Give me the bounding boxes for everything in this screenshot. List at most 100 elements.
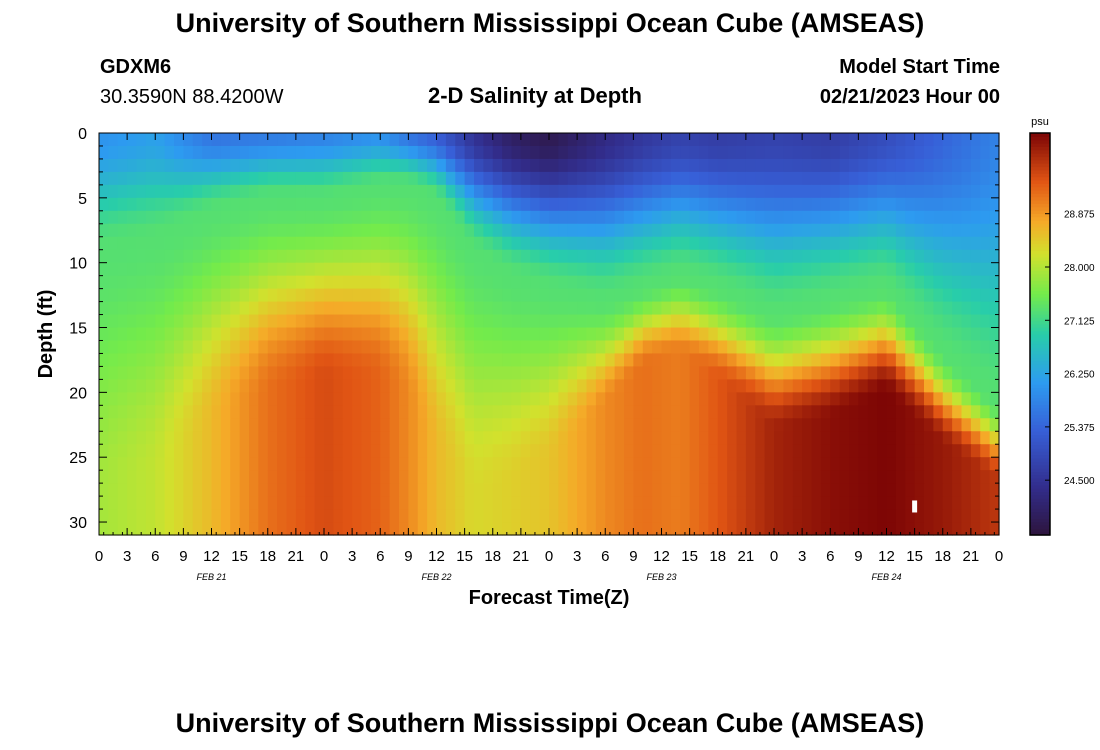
heatmap-cell (117, 457, 128, 471)
heatmap-cell (492, 366, 503, 380)
heatmap-cell (942, 223, 953, 238)
heatmap-cell (558, 483, 569, 497)
heatmap-cell (980, 496, 991, 510)
heatmap-cell (314, 288, 325, 303)
heatmap-cell (783, 133, 794, 147)
heatmap-cell (277, 418, 288, 432)
heatmap-cell (980, 301, 991, 316)
heatmap-cell (549, 522, 559, 536)
heatmap-cell (436, 184, 447, 199)
heatmap-cell (961, 171, 972, 186)
heatmap-cell (764, 145, 775, 160)
heatmap-cell (492, 418, 503, 432)
heatmap-cell (258, 522, 269, 536)
heatmap-cell (886, 184, 897, 199)
heatmap-cell (577, 275, 588, 290)
heatmap-cell (586, 483, 597, 497)
heatmap-cell (230, 522, 241, 536)
heatmap-cell (820, 184, 831, 199)
heatmap-cell (783, 444, 794, 458)
heatmap-cell (895, 470, 906, 484)
heatmap-cell (220, 457, 231, 471)
heatmap-cell (267, 223, 278, 238)
heatmap-cell (595, 509, 606, 523)
heatmap-cell (933, 210, 944, 225)
heatmap-cell (99, 457, 109, 471)
heatmap-cell (333, 158, 344, 173)
heatmap-cell (755, 158, 766, 173)
heatmap-cell (586, 184, 597, 199)
heatmap-cell (830, 145, 841, 160)
y-tick-label: 15 (69, 321, 87, 338)
heatmap-cell (277, 327, 288, 342)
heatmap-cell (539, 301, 550, 316)
heatmap-cell (764, 431, 775, 445)
heatmap-cell (539, 522, 550, 536)
heatmap-cell (136, 223, 147, 238)
heatmap-cell (183, 210, 194, 225)
heatmap-cell (455, 197, 466, 212)
heatmap-cell (502, 444, 513, 458)
heatmap-cell (464, 158, 475, 173)
heatmap-cell (192, 327, 203, 342)
heatmap-cell (970, 444, 981, 458)
heatmap-cell (127, 379, 138, 393)
heatmap-cell (267, 210, 278, 225)
heatmap-cell (389, 470, 400, 484)
heatmap-cell (980, 197, 991, 212)
heatmap-cell (549, 379, 559, 393)
heatmap-cell (717, 197, 728, 212)
heatmap-cell (145, 249, 156, 264)
heatmap-cell (324, 314, 334, 329)
heatmap-cell (408, 327, 419, 342)
heatmap-cell (614, 522, 625, 536)
heatmap-cell (352, 431, 363, 445)
heatmap-cell (258, 184, 269, 199)
heatmap-cell (230, 353, 241, 368)
heatmap-cell (867, 470, 878, 484)
heatmap-cell (342, 418, 353, 432)
heatmap-cell (445, 288, 456, 303)
heatmap-cell (886, 301, 897, 316)
heatmap-cell (914, 158, 925, 173)
heatmap-cell (417, 158, 428, 173)
heatmap-cell (577, 418, 588, 432)
heatmap-cell (183, 353, 194, 368)
heatmap-cell (745, 405, 756, 419)
heatmap-cell (670, 288, 681, 303)
heatmap-cell (961, 379, 972, 393)
heatmap-cell (361, 133, 372, 147)
heatmap-cell (192, 223, 203, 238)
colorbar-segment (1030, 421, 1050, 426)
heatmap-cell (192, 171, 203, 186)
heatmap-cell (755, 301, 766, 316)
heatmap-cell (970, 223, 981, 238)
heatmap-cell (155, 405, 166, 419)
x-tick-label: 21 (288, 548, 305, 565)
heatmap-cell (942, 236, 953, 251)
heatmap-cell (239, 184, 250, 199)
heatmap-cell (417, 236, 428, 251)
heatmap-cell (914, 301, 925, 316)
heatmap-cell (342, 288, 353, 303)
heatmap-cell (839, 275, 850, 290)
heatmap-cell (361, 145, 372, 160)
heatmap-cell (277, 249, 288, 264)
heatmap-cell (417, 392, 428, 406)
heatmap-cell (258, 470, 269, 484)
x-tick-label: 18 (934, 548, 951, 565)
heatmap-cell (483, 249, 494, 264)
heatmap-cell (811, 262, 822, 277)
heatmap-cell (286, 353, 297, 368)
heatmap-cell (680, 392, 691, 406)
heatmap-cell (895, 340, 906, 355)
heatmap-cell (436, 522, 447, 536)
heatmap-cell (174, 340, 184, 355)
heatmap-cell (895, 262, 906, 277)
heatmap-cell (539, 496, 550, 510)
heatmap-cell (567, 197, 578, 212)
heatmap-cell (530, 496, 541, 510)
heatmap-cell (699, 314, 709, 329)
heatmap-cell (258, 366, 269, 380)
heatmap-cell (699, 509, 709, 523)
